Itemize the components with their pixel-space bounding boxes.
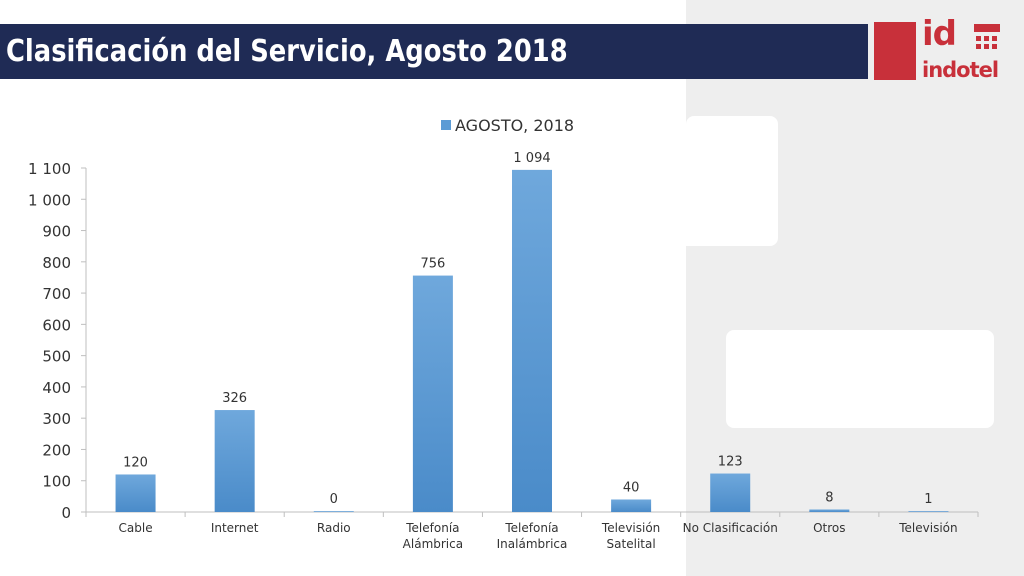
y-tick-label: 1 000 xyxy=(28,191,71,209)
y-tick-label: 800 xyxy=(42,254,71,272)
x-tick-label: Radio xyxy=(317,521,351,535)
y-tick-label: 400 xyxy=(42,379,71,397)
bar xyxy=(611,499,652,512)
bar xyxy=(313,511,354,512)
logo-wordmark: indotel xyxy=(922,58,999,82)
data-label: 756 xyxy=(420,257,445,272)
background-accent-upper xyxy=(686,116,778,246)
bar xyxy=(809,509,850,512)
bar xyxy=(214,410,255,512)
y-tick-label: 900 xyxy=(42,223,71,241)
y-tick-label: 0 xyxy=(61,504,71,522)
x-tick-label: Televisión xyxy=(601,521,660,535)
legend-label: AGOSTO, 2018 xyxy=(455,116,574,135)
x-tick-label: Cable xyxy=(119,521,153,535)
page-title: Clasificación del Servicio, Agosto 2018 xyxy=(6,34,568,69)
x-tick-label: Telefonía xyxy=(504,521,558,535)
data-label: 120 xyxy=(123,455,148,470)
x-tick-label: No Clasificación xyxy=(683,521,778,535)
y-tick-label: 500 xyxy=(42,348,71,366)
bar xyxy=(710,473,751,512)
background-accent-lower xyxy=(726,330,994,428)
data-label: 1 xyxy=(924,492,932,507)
y-tick-label: 300 xyxy=(42,410,71,428)
bar xyxy=(115,474,156,512)
indotel-logo-icon xyxy=(974,24,1000,49)
bar xyxy=(412,275,453,512)
indotel-logo: id indotel xyxy=(874,14,1004,82)
data-label: 40 xyxy=(623,480,640,495)
y-tick-label: 100 xyxy=(42,473,71,491)
legend-swatch xyxy=(441,120,451,130)
y-tick-label: 1 100 xyxy=(28,160,71,178)
chart-labels: 120 Cable 326 Internet 0 Radio 756 Telefonía Alá… xyxy=(119,151,958,551)
x-tick-label: Inalámbrica xyxy=(497,537,568,551)
x-tick-label: Alámbrica xyxy=(403,537,463,551)
logo-block-icon xyxy=(874,22,916,80)
chart-bars xyxy=(115,169,949,513)
y-tick-label: 200 xyxy=(42,441,71,459)
y-tick-label: 700 xyxy=(42,285,71,303)
x-tick-label: Satelital xyxy=(607,537,656,551)
logo-mark: id xyxy=(922,14,957,54)
x-tick-label: Televisión xyxy=(898,521,957,535)
data-label: 326 xyxy=(222,391,247,406)
x-tick-label: Telefonía xyxy=(405,521,459,535)
data-label: 1 094 xyxy=(513,151,550,166)
y-tick-label: 600 xyxy=(42,316,71,334)
bar xyxy=(512,169,552,513)
data-label: 8 xyxy=(825,490,833,505)
data-label: 0 xyxy=(330,492,338,507)
chart-legend: AGOSTO, 2018 xyxy=(441,116,574,135)
title-bar: Clasificación del Servicio, Agosto 2018 xyxy=(0,24,868,79)
data-label: 123 xyxy=(718,455,743,470)
bar xyxy=(908,511,949,512)
x-tick-label: Internet xyxy=(211,521,259,535)
x-tick-label: Otros xyxy=(813,521,845,535)
